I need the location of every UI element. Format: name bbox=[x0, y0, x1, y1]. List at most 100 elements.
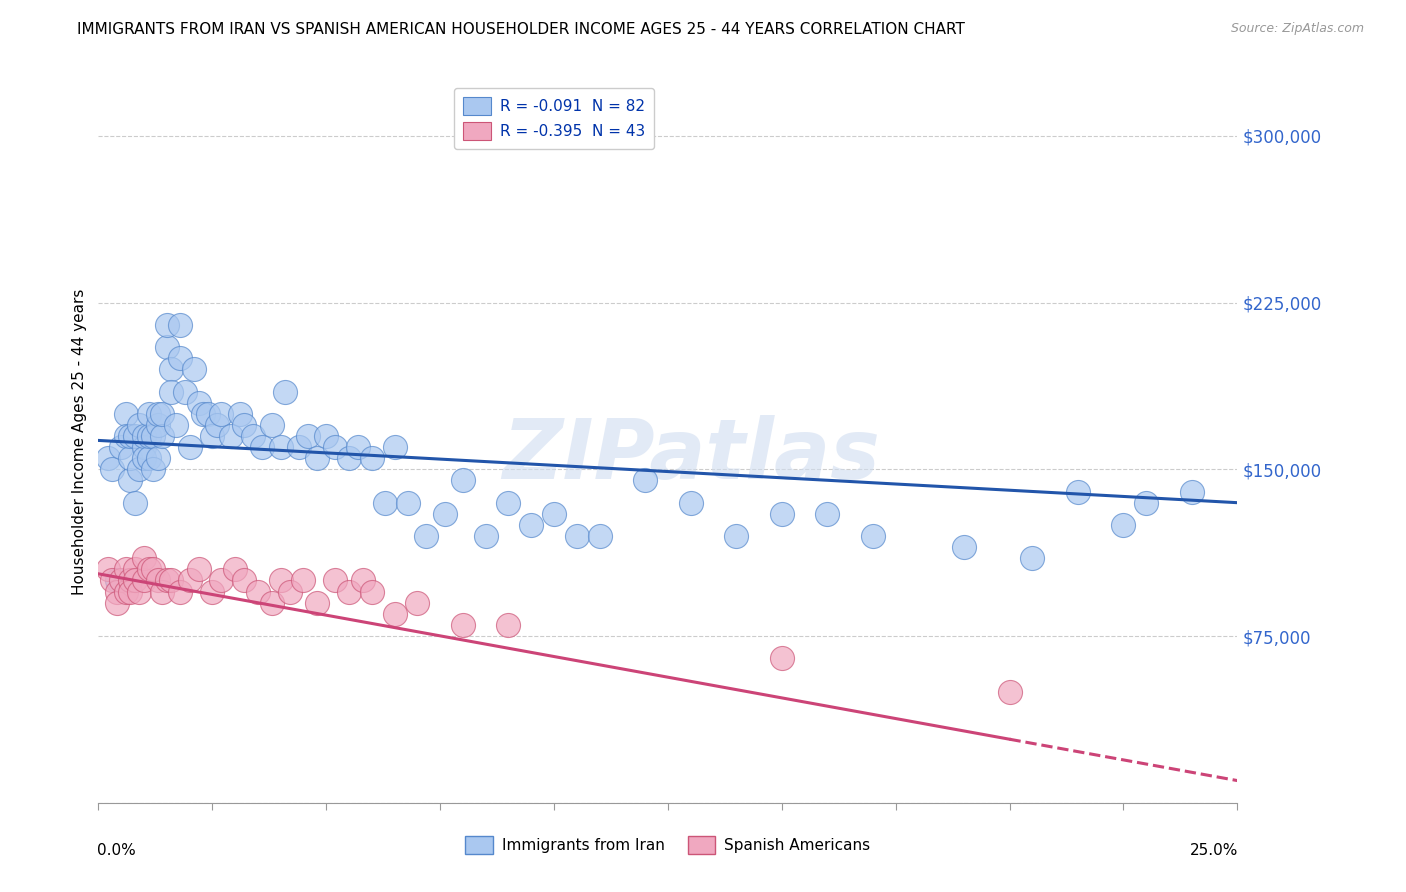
Point bbox=[105, 596, 128, 610]
Point bbox=[132, 429, 155, 443]
Point bbox=[146, 451, 169, 466]
Point bbox=[679, 496, 702, 510]
Point bbox=[374, 496, 396, 510]
Point bbox=[142, 562, 165, 576]
Point bbox=[160, 362, 183, 376]
Point bbox=[120, 584, 142, 599]
Point bbox=[132, 440, 155, 454]
Point bbox=[1135, 496, 1157, 510]
Text: ZIPatlas: ZIPatlas bbox=[502, 416, 880, 497]
Point bbox=[337, 451, 360, 466]
Point bbox=[433, 507, 456, 521]
Point bbox=[565, 529, 588, 543]
Point bbox=[105, 574, 128, 588]
Point bbox=[124, 496, 146, 510]
Point bbox=[323, 440, 346, 454]
Point bbox=[953, 540, 976, 554]
Point bbox=[543, 507, 565, 521]
Point bbox=[150, 407, 173, 421]
Point bbox=[101, 574, 124, 588]
Point bbox=[246, 584, 269, 599]
Point bbox=[105, 584, 128, 599]
Point bbox=[156, 574, 179, 588]
Point bbox=[228, 407, 250, 421]
Point bbox=[352, 574, 374, 588]
Point bbox=[132, 574, 155, 588]
Point bbox=[160, 574, 183, 588]
Point bbox=[120, 429, 142, 443]
Point bbox=[520, 517, 543, 532]
Point bbox=[323, 574, 346, 588]
Point bbox=[96, 562, 118, 576]
Point bbox=[998, 684, 1021, 698]
Point bbox=[120, 574, 142, 588]
Point bbox=[138, 429, 160, 443]
Point bbox=[315, 429, 337, 443]
Point bbox=[183, 362, 205, 376]
Point bbox=[146, 407, 169, 421]
Point bbox=[124, 562, 146, 576]
Point bbox=[1021, 551, 1043, 566]
Point bbox=[150, 429, 173, 443]
Point bbox=[96, 451, 118, 466]
Point bbox=[384, 607, 406, 621]
Point bbox=[451, 474, 474, 488]
Point bbox=[201, 584, 224, 599]
Point bbox=[337, 584, 360, 599]
Point bbox=[156, 318, 179, 332]
Point bbox=[219, 429, 242, 443]
Text: 25.0%: 25.0% bbox=[1189, 843, 1239, 857]
Point bbox=[142, 429, 165, 443]
Point bbox=[415, 529, 437, 543]
Point bbox=[114, 407, 136, 421]
Point bbox=[146, 417, 169, 432]
Point bbox=[146, 574, 169, 588]
Point bbox=[634, 474, 657, 488]
Point bbox=[260, 417, 283, 432]
Point bbox=[124, 574, 146, 588]
Point bbox=[120, 474, 142, 488]
Point bbox=[187, 562, 209, 576]
Point bbox=[114, 562, 136, 576]
Text: Source: ZipAtlas.com: Source: ZipAtlas.com bbox=[1230, 22, 1364, 36]
Point bbox=[233, 417, 256, 432]
Point bbox=[132, 451, 155, 466]
Point bbox=[101, 462, 124, 476]
Point bbox=[274, 384, 297, 399]
Point bbox=[451, 618, 474, 632]
Point bbox=[156, 340, 179, 354]
Point bbox=[474, 529, 496, 543]
Point bbox=[770, 507, 793, 521]
Point bbox=[128, 462, 150, 476]
Point bbox=[120, 451, 142, 466]
Point bbox=[110, 574, 132, 588]
Point bbox=[132, 551, 155, 566]
Point bbox=[260, 596, 283, 610]
Point bbox=[815, 507, 838, 521]
Point bbox=[292, 574, 315, 588]
Point bbox=[242, 429, 264, 443]
Point bbox=[384, 440, 406, 454]
Point bbox=[128, 584, 150, 599]
Point bbox=[588, 529, 610, 543]
Legend: Immigrants from Iran, Spanish Americans: Immigrants from Iran, Spanish Americans bbox=[460, 830, 876, 860]
Y-axis label: Householder Income Ages 25 - 44 years: Householder Income Ages 25 - 44 years bbox=[72, 288, 87, 595]
Point bbox=[138, 451, 160, 466]
Point bbox=[360, 584, 382, 599]
Point bbox=[114, 584, 136, 599]
Point bbox=[205, 417, 228, 432]
Point bbox=[209, 574, 232, 588]
Point bbox=[233, 574, 256, 588]
Point bbox=[169, 351, 191, 366]
Point bbox=[360, 451, 382, 466]
Point bbox=[179, 574, 201, 588]
Text: IMMIGRANTS FROM IRAN VS SPANISH AMERICAN HOUSEHOLDER INCOME AGES 25 - 44 YEARS C: IMMIGRANTS FROM IRAN VS SPANISH AMERICAN… bbox=[77, 22, 965, 37]
Point bbox=[307, 451, 329, 466]
Point bbox=[1112, 517, 1135, 532]
Point bbox=[498, 496, 520, 510]
Point bbox=[193, 407, 215, 421]
Text: 0.0%: 0.0% bbox=[97, 843, 136, 857]
Point bbox=[278, 584, 301, 599]
Point bbox=[110, 440, 132, 454]
Point bbox=[307, 596, 329, 610]
